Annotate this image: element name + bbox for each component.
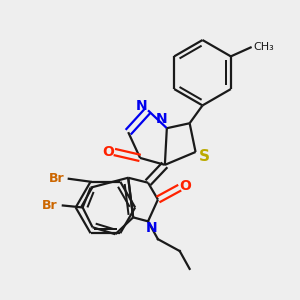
Text: N: N: [146, 221, 158, 235]
Text: O: O: [180, 179, 192, 193]
Text: S: S: [199, 149, 210, 164]
Text: N: N: [135, 99, 147, 113]
Text: N: N: [156, 112, 168, 126]
Text: Br: Br: [42, 199, 58, 212]
Text: Br: Br: [49, 172, 65, 185]
Text: CH₃: CH₃: [254, 43, 274, 52]
Text: O: O: [103, 145, 114, 159]
